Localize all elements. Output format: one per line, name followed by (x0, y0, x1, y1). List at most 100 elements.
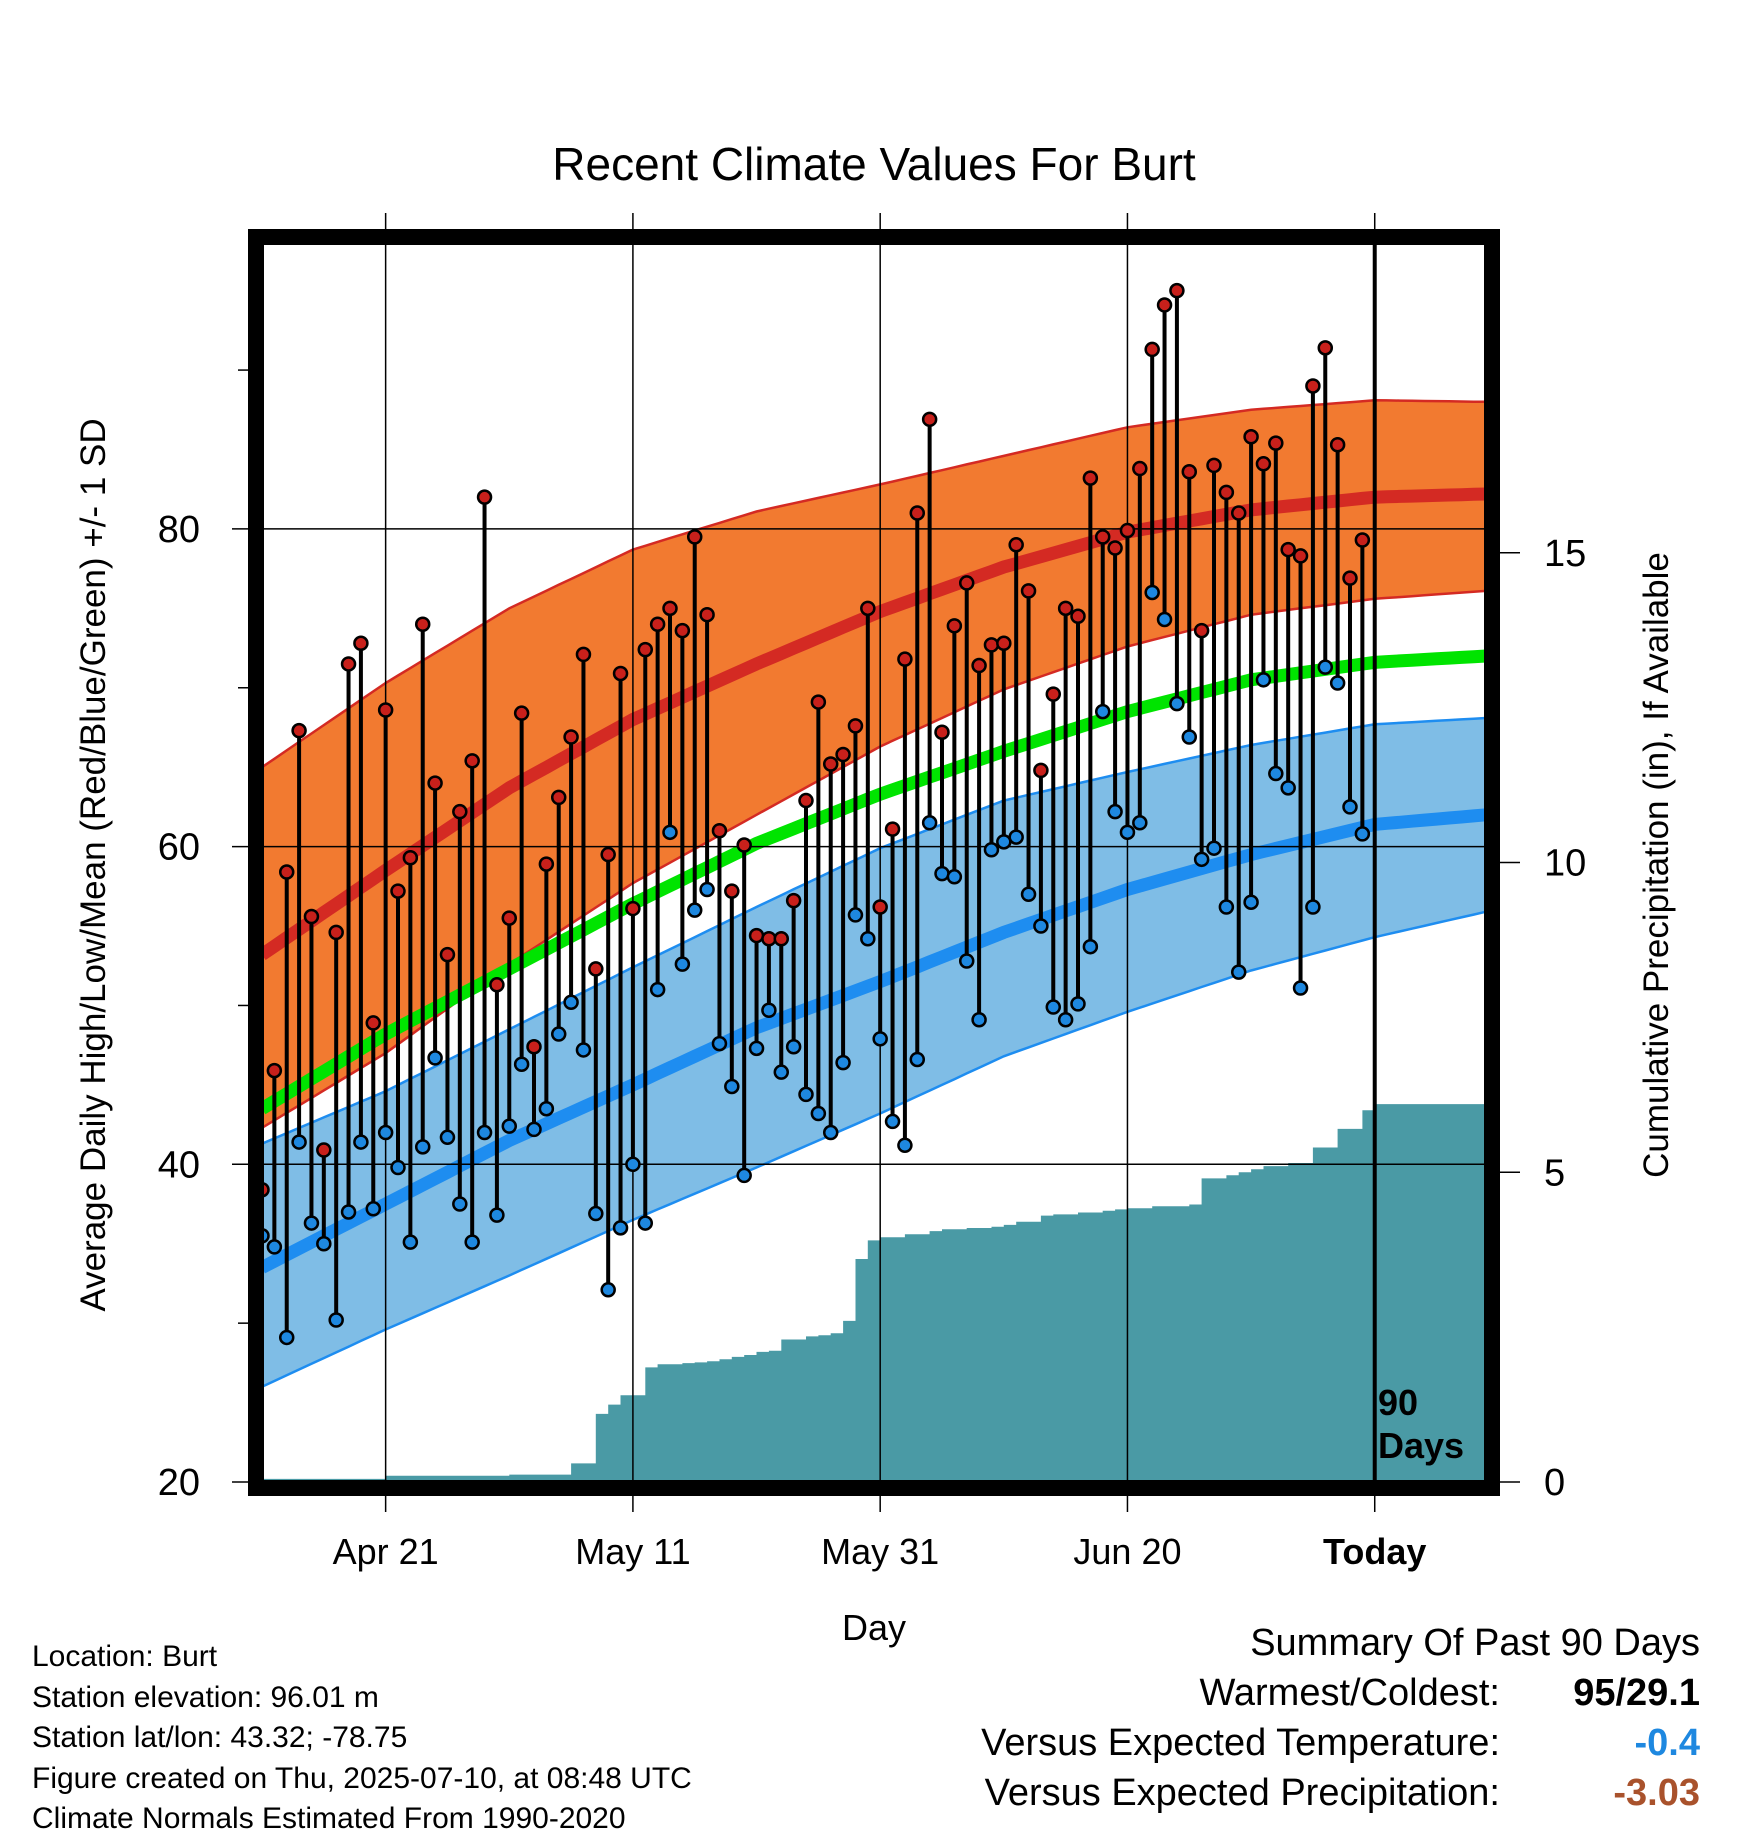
low-point (785, 1039, 802, 1055)
high-point (452, 803, 468, 820)
x-axis-label: Day (842, 1607, 906, 1648)
high-point (526, 1039, 542, 1055)
low-point (860, 930, 876, 947)
high-point (1045, 686, 1062, 702)
low-point (699, 881, 715, 898)
low-point (575, 1042, 592, 1058)
low-point (909, 1051, 926, 1068)
y2-tick-label: 5 (1544, 1152, 1565, 1194)
high-point (983, 637, 1000, 653)
info-latlon: Station lat/lon: 43.32; -78.75 (32, 1721, 408, 1754)
low-point (625, 1156, 641, 1173)
high-point (773, 930, 790, 947)
low-point (1292, 980, 1309, 996)
low-point (1156, 611, 1173, 628)
precipitation-delta-value: -3.03 (1613, 1772, 1700, 1814)
low-point (996, 834, 1012, 850)
low-point (353, 1134, 369, 1150)
x-tick-label: May 31 (821, 1531, 939, 1572)
low-point (291, 1134, 307, 1150)
info-normals: Climate Normals Estimated From 1990-2020 (32, 1802, 626, 1835)
high-point (1292, 548, 1309, 564)
low-point (921, 815, 938, 831)
high-point (464, 753, 480, 769)
low-point (872, 1031, 888, 1047)
low-point (1057, 1012, 1074, 1028)
low-point (476, 1124, 493, 1141)
y-tick-label: 20 (158, 1462, 200, 1504)
high-point (365, 1015, 382, 1031)
warmest-coldest-value: 95/29.1 (1573, 1672, 1700, 1714)
low-point (328, 1312, 344, 1328)
low-point (414, 1139, 431, 1155)
high-point (872, 899, 888, 915)
low-point (686, 902, 703, 918)
high-point (266, 1062, 283, 1079)
axes: Apr 21 May 11 May 31 Jun 20 Today 20 40 60 80 0 5 1… (158, 213, 1586, 1572)
low-point (1243, 894, 1259, 910)
high-point (860, 600, 876, 617)
info-created: Figure created on Thu, 2025-07-10, at 08… (32, 1761, 692, 1795)
high-point (1305, 378, 1321, 394)
high-point (303, 908, 320, 925)
high-point (390, 883, 406, 899)
x-tick-label: Apr 21 (333, 1531, 439, 1572)
y-axis-label: Average Daily High/Low/Mean (Red/Blue/Gr… (74, 418, 113, 1311)
low-point (1255, 672, 1272, 688)
high-point (835, 746, 851, 763)
high-point (674, 622, 691, 639)
high-point (1020, 583, 1037, 599)
high-point (686, 529, 703, 545)
plot-frame (248, 229, 1500, 1496)
high-point (810, 694, 827, 710)
low-sd-band (262, 718, 1486, 1387)
high-point (1008, 537, 1024, 553)
high-sd-band (262, 400, 1486, 1128)
today-marker-label-90: 90 (1378, 1382, 1418, 1423)
low-point (402, 1234, 419, 1250)
low-point (983, 842, 1000, 858)
low-point (1317, 659, 1334, 675)
low-point (1094, 703, 1111, 720)
high-point (538, 856, 555, 872)
high-point (291, 722, 307, 739)
high-point (1094, 529, 1111, 545)
high-point (785, 892, 802, 909)
precipitation-delta-label: Versus Expected Precipitation: (984, 1772, 1500, 1814)
high-point (897, 651, 913, 667)
low-point (464, 1234, 480, 1250)
high-point (637, 641, 654, 658)
high-point (711, 822, 728, 839)
high-point (798, 792, 814, 809)
low-point (822, 1124, 839, 1141)
low-point (1132, 815, 1148, 831)
chart-title: Recent Climate Values For Burt (552, 138, 1196, 190)
low-point (958, 953, 975, 969)
high-point (353, 635, 369, 652)
y2-tick-label: 15 (1544, 533, 1586, 575)
high-point (402, 849, 419, 866)
high-point (748, 927, 765, 944)
low-point (538, 1100, 555, 1117)
high-point (909, 505, 926, 521)
low-upper-edge (261, 716, 1487, 1145)
high-point (934, 724, 950, 740)
high-point (662, 600, 678, 617)
y2-tick-label: 10 (1544, 843, 1586, 885)
station-info: Location: Burt Station elevation: 96.01 … (32, 1637, 692, 1840)
low-point (1082, 938, 1099, 955)
mean-normal-line (258, 649, 1487, 1115)
high-point (1144, 341, 1160, 358)
high-point (946, 618, 963, 634)
high-point (699, 606, 715, 623)
low-point (1218, 899, 1235, 915)
low-point (278, 1329, 295, 1346)
high-point (847, 718, 864, 734)
high-point (996, 635, 1012, 652)
low-point (526, 1121, 542, 1138)
low-point (1070, 996, 1086, 1012)
high-point (1218, 484, 1235, 501)
low-point (316, 1235, 332, 1252)
low-point (847, 907, 864, 923)
today-marker: 90 Days (1372, 243, 1464, 1482)
